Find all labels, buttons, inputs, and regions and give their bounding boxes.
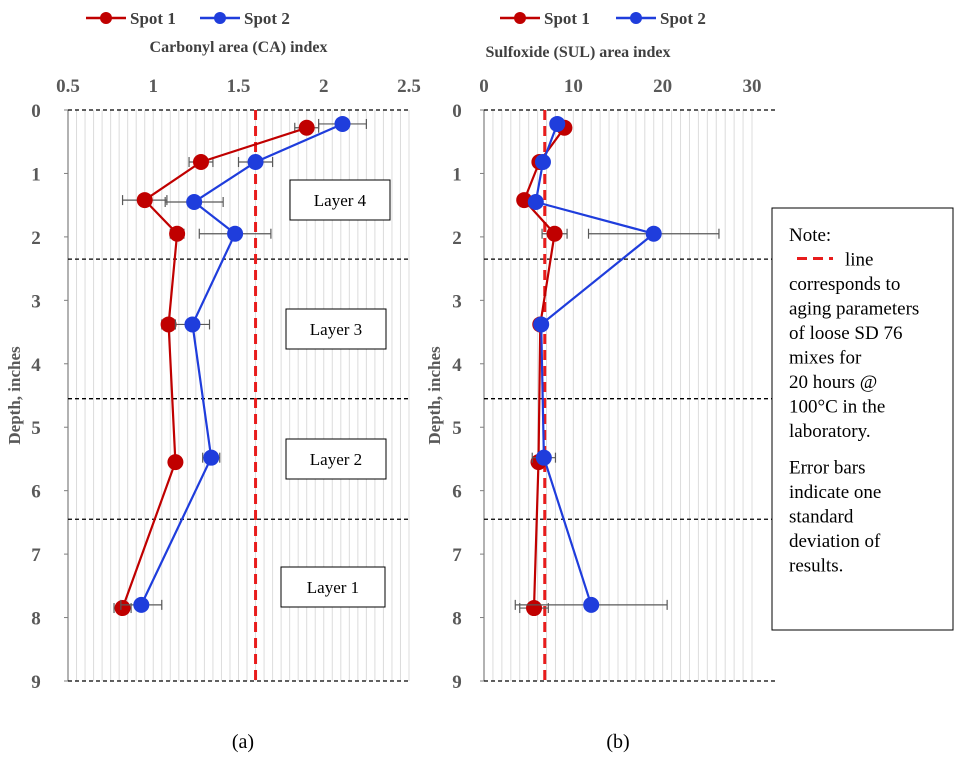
layer-box bbox=[289, 179, 391, 221]
y-tick-label: 2 bbox=[31, 228, 41, 249]
y-axis-label: Depth, inches bbox=[5, 346, 24, 445]
x-tick-label: 1.5 bbox=[227, 76, 251, 97]
y-tick-label: 0 bbox=[452, 101, 462, 122]
data-point bbox=[136, 192, 153, 209]
layer-label: Layer 1 bbox=[307, 578, 359, 597]
x-tick-label: 2.5 bbox=[397, 76, 421, 97]
y-tick-label: 3 bbox=[31, 291, 41, 312]
data-point bbox=[546, 225, 563, 242]
y-tick-label: 6 bbox=[31, 482, 41, 503]
note-line: 20 hours @ bbox=[789, 372, 877, 393]
data-point bbox=[247, 154, 264, 171]
data-point bbox=[549, 115, 566, 132]
y-tick-label: 5 bbox=[31, 418, 41, 439]
data-point bbox=[169, 225, 186, 242]
y-tick-label: 5 bbox=[452, 418, 462, 439]
note-line: standard bbox=[789, 507, 854, 528]
data-point bbox=[167, 454, 184, 471]
y-tick-label: 1 bbox=[31, 164, 41, 185]
data-point bbox=[645, 225, 662, 242]
note-line: 100°C in the bbox=[789, 397, 885, 418]
layer-label: Layer 4 bbox=[314, 191, 367, 210]
y-tick-label: 8 bbox=[31, 609, 41, 630]
panel-b: Sulfoxide (SUL) area index Spot 1 Spot 2 0 1… bbox=[425, 9, 775, 753]
y-tick-label: 8 bbox=[452, 609, 462, 630]
panel-label: (b) bbox=[606, 731, 629, 753]
y-tick-label: 0 bbox=[31, 101, 41, 122]
note-line: aging parameters bbox=[789, 299, 919, 320]
note-line: line bbox=[845, 250, 874, 271]
note-line: laboratory. bbox=[789, 421, 871, 442]
note-line: corresponds to bbox=[789, 274, 900, 295]
data-point bbox=[535, 449, 552, 466]
y-tick-label: 3 bbox=[452, 291, 462, 312]
data-point bbox=[133, 596, 150, 613]
panel-a: Carbonyl area (CA) index Spot 1 Spot 2 0.5 1… bbox=[5, 9, 421, 753]
x-tick-label: 20 bbox=[653, 76, 672, 97]
data-point bbox=[526, 600, 543, 617]
note-frame bbox=[771, 207, 954, 631]
layer-box bbox=[285, 438, 387, 480]
y-axis-label: Depth, inches bbox=[425, 346, 444, 445]
panel-label: (a) bbox=[232, 731, 254, 753]
legend-marker bbox=[100, 12, 112, 24]
legend-label: Spot 1 bbox=[544, 9, 590, 28]
data-point bbox=[192, 154, 209, 171]
y-tick-label: 9 bbox=[452, 672, 462, 693]
note-line: indicate one bbox=[789, 482, 881, 503]
note-line: Note: bbox=[789, 225, 831, 246]
data-point bbox=[184, 316, 201, 333]
layer-box bbox=[280, 566, 386, 608]
x-tick-label: 0.5 bbox=[56, 76, 80, 97]
data-point bbox=[114, 600, 131, 617]
layer-label: Layer 2 bbox=[310, 450, 362, 469]
y-tick-label: 9 bbox=[31, 672, 41, 693]
note-line: deviation of bbox=[789, 531, 881, 552]
y-tick-label: 2 bbox=[452, 228, 462, 249]
data-point bbox=[227, 225, 244, 242]
note-line: results. bbox=[789, 556, 843, 577]
data-point bbox=[533, 316, 550, 333]
x-tick-label: 2 bbox=[319, 76, 329, 97]
y-tick-label: 4 bbox=[452, 355, 462, 376]
chart-title: Sulfoxide (SUL) area index bbox=[485, 44, 670, 61]
y-tick-label: 4 bbox=[31, 355, 41, 376]
legend-marker bbox=[214, 12, 226, 24]
legend-marker bbox=[514, 12, 526, 24]
layer-box bbox=[285, 308, 387, 350]
data-point bbox=[160, 316, 177, 333]
data-point bbox=[583, 596, 600, 613]
x-tick-label: 0 bbox=[479, 76, 489, 97]
note-line: mixes for bbox=[789, 348, 862, 369]
y-tick-label: 7 bbox=[31, 545, 41, 566]
note-line: Error bars bbox=[789, 458, 866, 479]
data-point bbox=[298, 119, 315, 136]
data-point bbox=[534, 154, 551, 171]
x-tick-label: 30 bbox=[743, 76, 762, 97]
legend-marker bbox=[630, 12, 642, 24]
x-tick-label: 10 bbox=[564, 76, 583, 97]
note-line: of loose SD 76 bbox=[789, 323, 902, 344]
legend-label: Spot 2 bbox=[660, 9, 706, 28]
y-tick-label: 7 bbox=[452, 545, 462, 566]
y-tick-label: 1 bbox=[452, 164, 462, 185]
legend-label: Spot 2 bbox=[244, 9, 290, 28]
data-point bbox=[203, 449, 220, 466]
data-point bbox=[186, 193, 203, 210]
data-point bbox=[334, 115, 351, 132]
note-box: Note: line corresponds to aging parameters o… bbox=[771, 207, 954, 631]
y-tick-label: 6 bbox=[452, 482, 462, 503]
layer-label: Layer 3 bbox=[310, 320, 362, 339]
legend-label: Spot 1 bbox=[130, 9, 176, 28]
chart-title: Carbonyl area (CA) index bbox=[150, 39, 328, 56]
data-point bbox=[527, 193, 544, 210]
x-tick-label: 1 bbox=[149, 76, 159, 97]
